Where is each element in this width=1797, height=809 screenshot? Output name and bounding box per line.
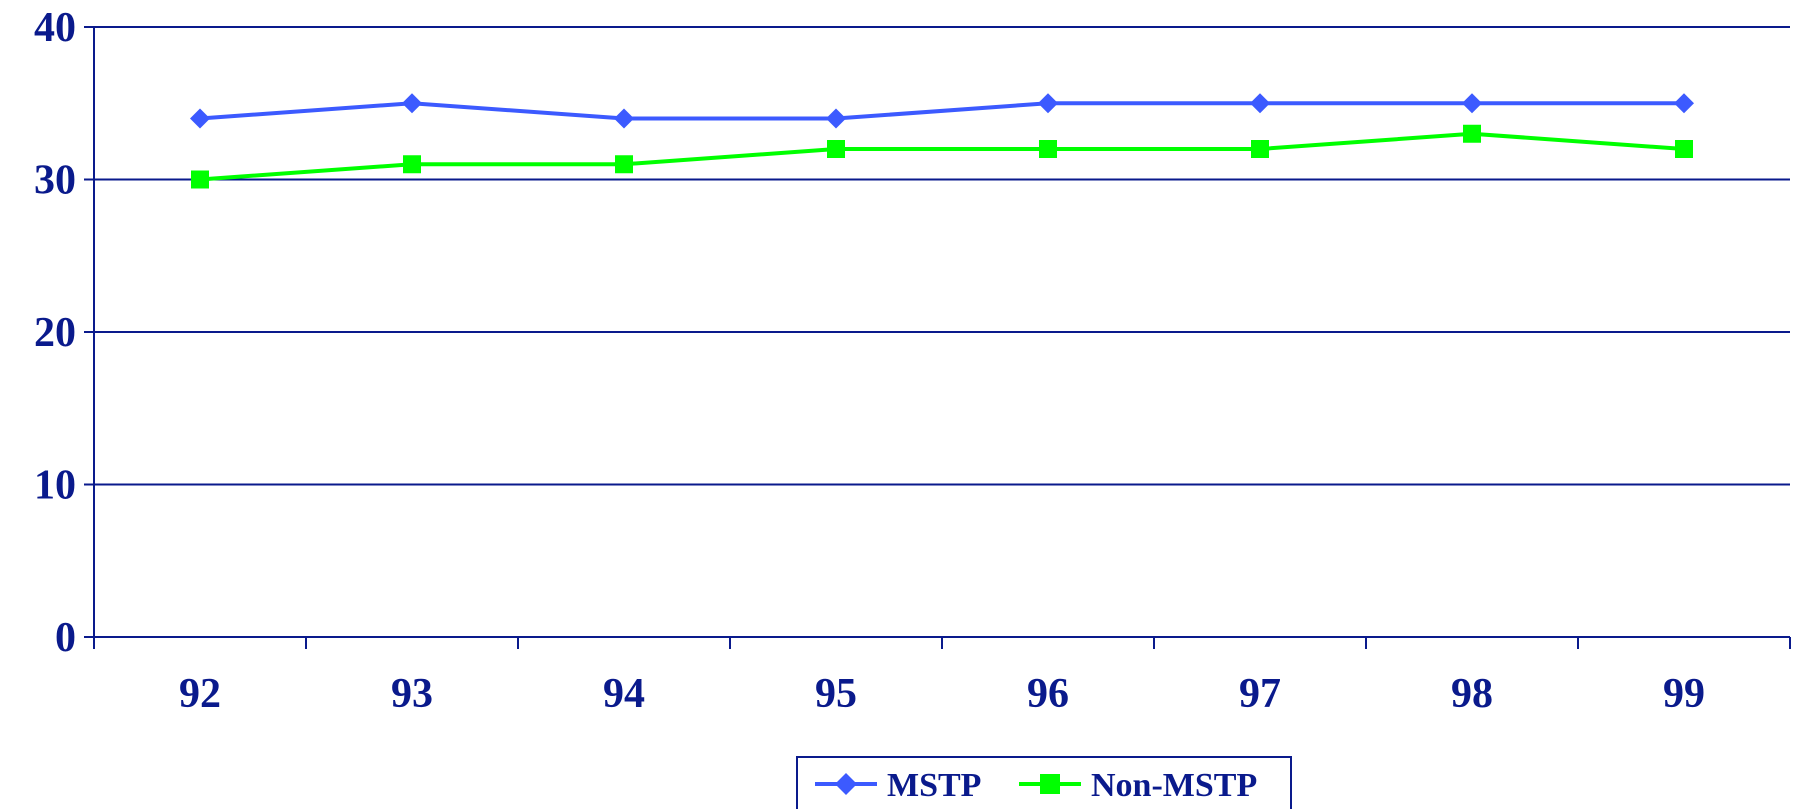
data-point-non-mstp [1039,140,1057,158]
data-point-non-mstp [1463,124,1481,143]
data-point-non-mstp [1251,140,1269,158]
series-line-mstp [199,101,1684,121]
series-layer [190,93,1694,189]
series-mstp [190,93,1694,129]
data-point-mstp [1674,93,1694,114]
data-point-non-mstp [191,170,209,189]
x-tick-label: 97 [1239,671,1281,717]
series-line-non-mstp [199,131,1685,182]
y-tick-label: 10 [34,463,76,509]
y-axis-ticks: 0 10 20 30 40 [34,5,94,661]
x-tick-label: 98 [1451,671,1493,717]
data-point-non-mstp [827,140,845,158]
legend-marker-non-mstp [1040,774,1060,794]
x-tick-label: 95 [815,671,857,717]
series-non-mstp [191,124,1693,189]
data-point-non-mstp [403,155,421,174]
y-tick-label: 30 [34,158,76,204]
x-tick-label: 94 [603,671,645,717]
data-point-mstp [614,108,634,129]
x-axis-ticks: 92 93 94 95 96 97 98 99 [93,637,1791,717]
legend-marker-mstp [835,773,857,795]
legend: MSTP Non-MSTP [796,756,1292,809]
x-tick-label: 93 [391,671,433,717]
y-tick-label: 40 [34,5,76,51]
x-tick-label: 96 [1027,671,1069,717]
x-tick-label: 92 [179,671,221,717]
x-tick-label: 99 [1663,671,1705,717]
y-tick-label: 20 [34,310,76,356]
data-point-mstp [402,93,422,114]
y-tick-label: 0 [55,615,76,661]
gridlines [94,26,1790,486]
legend-label-mstp: MSTP [887,767,981,804]
legend-label-non-mstp: Non-MSTP [1091,767,1257,804]
legend-item-non-mstp: Non-MSTP [1019,767,1257,804]
data-point-non-mstp [615,155,633,174]
legend-item-mstp: MSTP [815,767,981,804]
data-point-mstp [1038,93,1058,114]
data-point-mstp [826,108,846,129]
data-point-mstp [1250,93,1270,114]
data-point-non-mstp [1675,140,1693,158]
data-point-mstp [1462,93,1482,114]
data-point-mstp [190,108,210,129]
